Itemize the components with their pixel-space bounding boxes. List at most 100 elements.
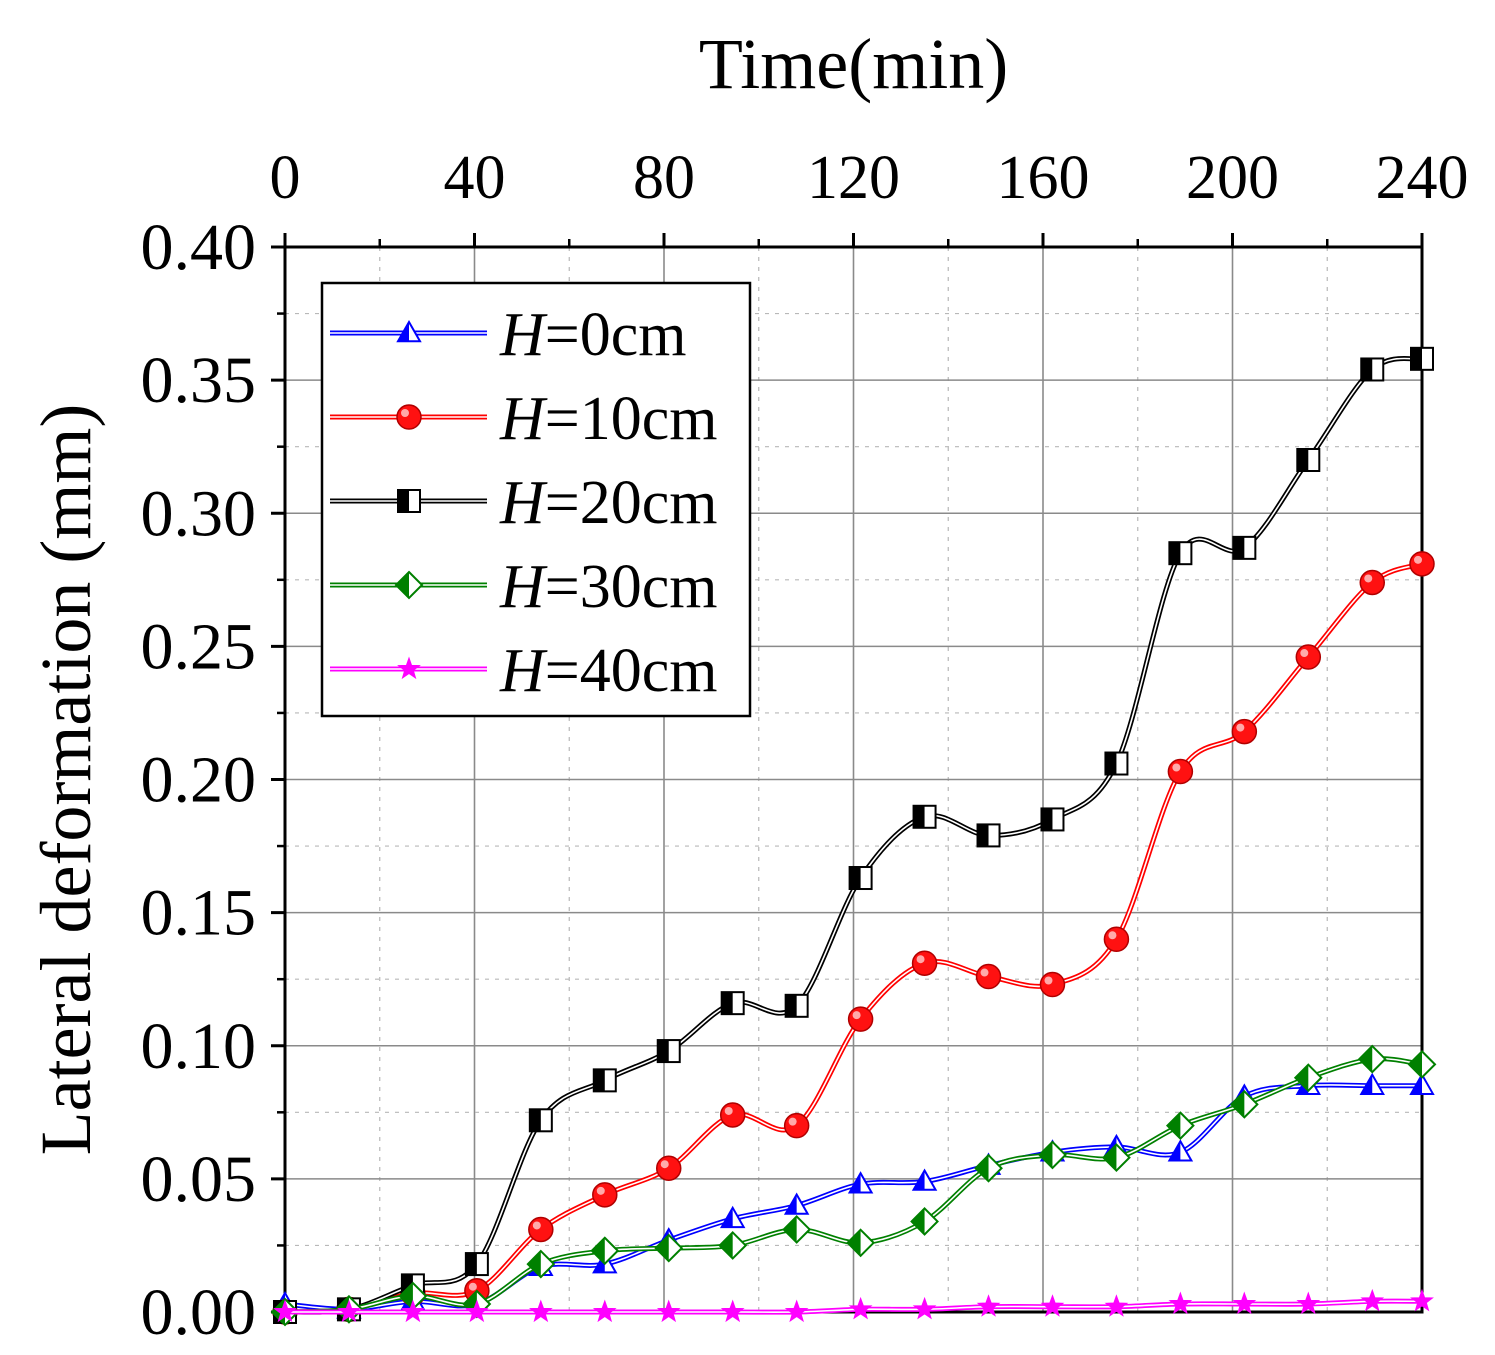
data-point-marker bbox=[719, 1102, 746, 1128]
data-point-marker bbox=[1295, 644, 1322, 670]
data-point-marker bbox=[975, 963, 1002, 990]
data-point-marker bbox=[911, 950, 938, 976]
y-tick-label: 0.25 bbox=[141, 610, 257, 683]
data-point-marker bbox=[528, 1216, 554, 1243]
data-point-marker bbox=[464, 1252, 489, 1277]
data-point-marker bbox=[656, 1039, 681, 1064]
y-tick-label: 0.35 bbox=[141, 344, 257, 417]
data-point-marker bbox=[1102, 1143, 1131, 1172]
data-point-marker bbox=[846, 1228, 876, 1258]
data-point-marker bbox=[1232, 1291, 1257, 1315]
legend-label-variable: H bbox=[499, 385, 548, 453]
legend-entry: H=20cm bbox=[330, 469, 718, 537]
y-axis-title: Lateral deformation (mm) bbox=[26, 404, 106, 1156]
legend-entry: H=0cm bbox=[330, 301, 687, 369]
y-tick-label: 0.10 bbox=[141, 1010, 257, 1083]
data-point-marker bbox=[655, 1155, 682, 1181]
legend-label: H=40cm bbox=[499, 637, 718, 705]
legend-label-value: =20cm bbox=[545, 469, 718, 537]
data-point-marker bbox=[592, 1068, 617, 1093]
data-point-marker bbox=[590, 1236, 620, 1266]
legend-marker bbox=[397, 489, 421, 513]
x-tick-label: 200 bbox=[1186, 144, 1279, 212]
data-point-marker bbox=[1232, 535, 1257, 560]
data-point-marker bbox=[912, 1296, 937, 1320]
legend-label-value: =40cm bbox=[545, 637, 718, 705]
data-point-marker bbox=[1104, 751, 1129, 776]
data-point-marker bbox=[1168, 541, 1193, 566]
data-point-marker bbox=[1296, 1291, 1321, 1315]
data-point-marker bbox=[464, 1299, 489, 1323]
data-point-marker bbox=[1167, 758, 1194, 785]
x-tick-label: 120 bbox=[807, 144, 900, 212]
legend-label-value: =0cm bbox=[545, 301, 687, 369]
data-point-marker bbox=[592, 1182, 618, 1208]
y-tick-label: 0.05 bbox=[141, 1143, 257, 1216]
y-tick-label: 0.20 bbox=[141, 744, 257, 817]
data-point-marker bbox=[910, 1207, 939, 1236]
x-tick-label: 80 bbox=[633, 144, 695, 212]
legend-label: H=30cm bbox=[499, 553, 718, 621]
data-point-marker bbox=[720, 1299, 745, 1323]
y-tick-label: 0.30 bbox=[141, 477, 257, 550]
data-point-marker bbox=[1296, 448, 1321, 472]
data-point-marker bbox=[1360, 1288, 1385, 1312]
data-point-marker bbox=[1103, 926, 1130, 952]
y-tick-label: 0.00 bbox=[141, 1276, 257, 1349]
data-point-marker bbox=[1039, 971, 1066, 998]
data-point-marker bbox=[1040, 807, 1065, 832]
data-point-marker bbox=[654, 1233, 684, 1263]
x-tick-label: 240 bbox=[1376, 144, 1469, 212]
legend-label: H=0cm bbox=[499, 301, 687, 369]
data-point-marker bbox=[847, 1171, 874, 1194]
x-tick-label: 160 bbox=[997, 144, 1090, 212]
data-point-marker bbox=[398, 1281, 428, 1311]
legend-marker bbox=[397, 656, 421, 680]
legend-marker bbox=[394, 570, 424, 600]
data-point-marker bbox=[1165, 1111, 1195, 1141]
legend-marker bbox=[396, 319, 422, 343]
data-point-marker bbox=[1359, 1072, 1385, 1095]
data-point-marker bbox=[528, 1108, 553, 1133]
x-axis-title: Time(min) bbox=[699, 24, 1008, 104]
legend-label-variable: H bbox=[499, 637, 548, 705]
data-point-marker bbox=[1229, 1089, 1259, 1119]
data-point-marker bbox=[783, 1112, 810, 1139]
data-point-marker bbox=[1357, 1044, 1387, 1074]
x-tick-label: 0 bbox=[270, 144, 301, 212]
data-point-marker bbox=[1104, 1294, 1129, 1317]
y-tick-label: 0.40 bbox=[141, 211, 257, 284]
data-point-marker bbox=[976, 1294, 1001, 1317]
series-group bbox=[270, 346, 1437, 1327]
legend-entry: H=10cm bbox=[330, 385, 718, 453]
legend-label-variable: H bbox=[499, 301, 548, 369]
data-point-marker bbox=[1040, 1294, 1065, 1317]
data-point-marker bbox=[529, 1299, 553, 1323]
data-point-marker bbox=[911, 1168, 938, 1191]
legend-label-value: =30cm bbox=[545, 553, 718, 621]
legend-label-value: =10cm bbox=[545, 385, 718, 453]
data-point-marker bbox=[401, 1299, 425, 1323]
data-point-marker bbox=[273, 1299, 297, 1323]
data-point-marker bbox=[1409, 1072, 1435, 1095]
data-point-marker bbox=[1293, 1063, 1323, 1093]
data-point-marker bbox=[848, 866, 873, 891]
data-point-marker bbox=[976, 823, 1001, 848]
data-point-marker bbox=[1359, 569, 1386, 596]
data-point-marker bbox=[782, 1215, 812, 1244]
data-point-marker bbox=[526, 1249, 556, 1279]
data-point-marker bbox=[784, 993, 809, 1018]
legend-label-variable: H bbox=[499, 469, 548, 537]
legend-marker bbox=[396, 404, 422, 430]
data-point-marker bbox=[848, 1296, 873, 1320]
data-point-marker bbox=[1407, 1049, 1437, 1079]
x-tick-label: 40 bbox=[444, 144, 506, 212]
series-H=40cm bbox=[273, 1288, 1434, 1323]
legend-entry: H=40cm bbox=[330, 637, 718, 705]
y-tick-label: 0.15 bbox=[141, 877, 257, 950]
data-point-marker bbox=[847, 1006, 874, 1032]
data-point-marker bbox=[784, 1299, 809, 1323]
data-point-marker bbox=[337, 1299, 361, 1323]
